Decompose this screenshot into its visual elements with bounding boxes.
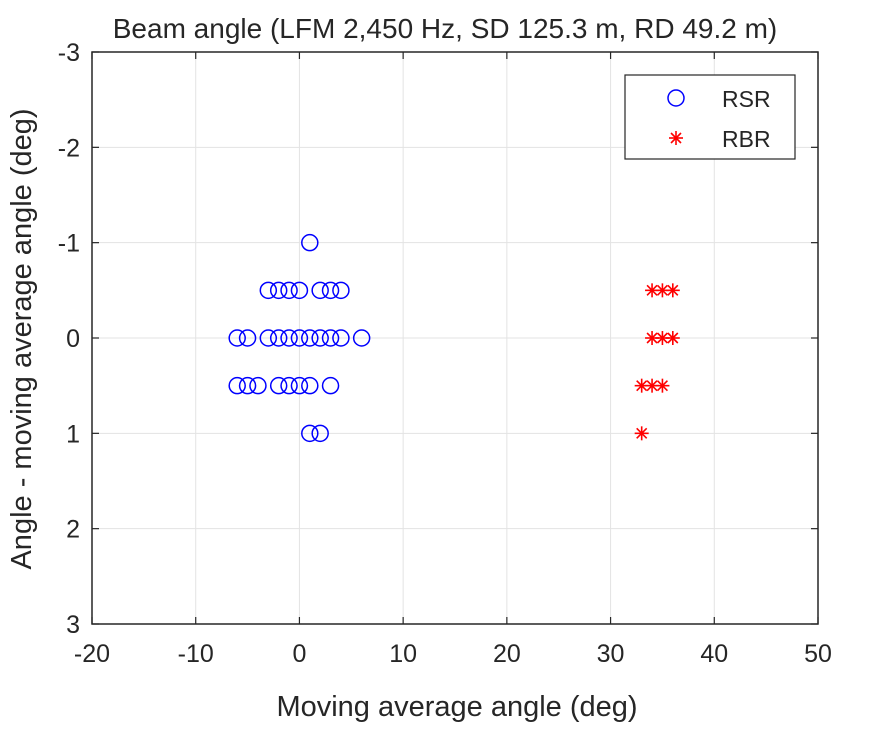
x-axis-label: Moving average angle (deg) bbox=[276, 691, 637, 723]
rsr-point bbox=[321, 376, 340, 395]
series-rsr bbox=[228, 233, 371, 443]
rbr-point bbox=[655, 283, 670, 298]
rsr-point bbox=[238, 329, 257, 347]
rbr-point bbox=[665, 331, 680, 345]
rsr-point bbox=[228, 329, 246, 347]
x-tick-label: 0 bbox=[292, 640, 306, 668]
x-tick-label: 40 bbox=[700, 640, 728, 668]
rsr-point bbox=[280, 329, 298, 347]
rsr-point bbox=[269, 376, 288, 395]
legend: RSR RBR bbox=[624, 74, 796, 160]
rsr-point bbox=[301, 329, 319, 347]
rsr-point bbox=[311, 424, 329, 443]
x-tick-label: 10 bbox=[389, 640, 417, 668]
legend-label-rbr: RBR bbox=[722, 126, 771, 152]
x-tick-label: 30 bbox=[597, 640, 625, 668]
chart-title: Beam angle (LFM 2,450 Hz, SD 125.3 m, RD… bbox=[113, 13, 778, 44]
y-tick-label: 3 bbox=[66, 611, 80, 639]
x-tick-label: -20 bbox=[74, 640, 110, 668]
rsr-point bbox=[238, 376, 257, 395]
rsr-point bbox=[352, 329, 371, 347]
legend-box bbox=[624, 74, 796, 160]
rbr-point bbox=[634, 426, 649, 441]
rsr-point bbox=[332, 281, 350, 300]
rsr-point bbox=[259, 281, 278, 300]
rbr-point bbox=[655, 378, 670, 393]
x-tick-label: 50 bbox=[804, 640, 832, 668]
y-axis-label: Angle - moving average angle (deg) bbox=[6, 108, 38, 569]
data-points bbox=[228, 233, 680, 443]
rsr-point bbox=[311, 329, 329, 347]
rsr-point bbox=[311, 281, 329, 300]
legend-label-rsr: RSR bbox=[722, 86, 771, 112]
y-tick-label: -3 bbox=[58, 39, 80, 67]
rsr-point bbox=[301, 424, 319, 443]
legend-marker-rbr bbox=[669, 131, 683, 145]
rsr-point bbox=[290, 376, 309, 395]
y-tick-label: 0 bbox=[66, 325, 80, 353]
y-tick-label: -2 bbox=[58, 134, 80, 162]
rsr-point bbox=[280, 281, 298, 300]
rsr-point bbox=[290, 329, 309, 347]
rsr-point bbox=[321, 281, 340, 300]
rsr-point bbox=[280, 376, 298, 395]
y-tick-label: 2 bbox=[66, 516, 80, 544]
rbr-point bbox=[645, 378, 660, 393]
rsr-point bbox=[259, 329, 278, 347]
y-tick-label: 1 bbox=[66, 420, 80, 448]
rsr-point bbox=[290, 281, 309, 300]
grid bbox=[91, 51, 819, 625]
rsr-point bbox=[269, 329, 288, 347]
x-axis: -20 -10 0 10 20 30 40 50 bbox=[74, 52, 832, 668]
rsr-point bbox=[332, 329, 350, 347]
rsr-point bbox=[321, 329, 340, 347]
rsr-point bbox=[301, 376, 319, 395]
rsr-point bbox=[301, 233, 319, 252]
legend-marker-rsr bbox=[667, 89, 685, 107]
rsr-point bbox=[228, 376, 246, 395]
rsr-point bbox=[269, 281, 288, 300]
y-tick-label: -1 bbox=[58, 230, 80, 258]
x-tick-label: 20 bbox=[493, 640, 521, 668]
rsr-point bbox=[249, 376, 267, 395]
x-tick-label: -10 bbox=[178, 640, 214, 668]
series-rbr bbox=[634, 283, 680, 441]
rbr-point bbox=[665, 283, 680, 298]
y-axis: -3 -2 -1 0 1 2 3 bbox=[58, 39, 818, 639]
